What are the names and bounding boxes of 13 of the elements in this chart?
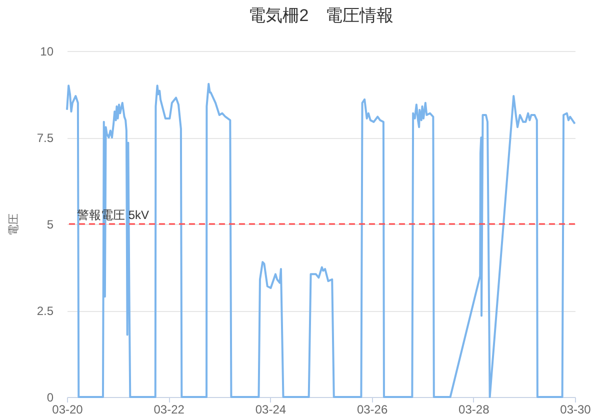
- y-tick-label: 2.5: [36, 304, 54, 318]
- y-axis-title: 電圧: [8, 214, 20, 236]
- x-tick-label: 03-26: [356, 402, 388, 416]
- x-tick-label: 03-28: [458, 402, 490, 416]
- x-tick-label: 03-20: [52, 402, 84, 416]
- y-tick-label: 7.5: [36, 131, 54, 145]
- y-tick-label: 0: [46, 390, 54, 404]
- chart-title: 電気柵2 電圧情報: [248, 6, 394, 25]
- x-tick-label: 03-30: [560, 402, 592, 416]
- y-tick-label: 5: [46, 218, 54, 232]
- x-tick-label: 03-24: [255, 402, 286, 416]
- y-tick-label: 10: [40, 44, 54, 58]
- x-tick-label: 03-22: [154, 402, 185, 416]
